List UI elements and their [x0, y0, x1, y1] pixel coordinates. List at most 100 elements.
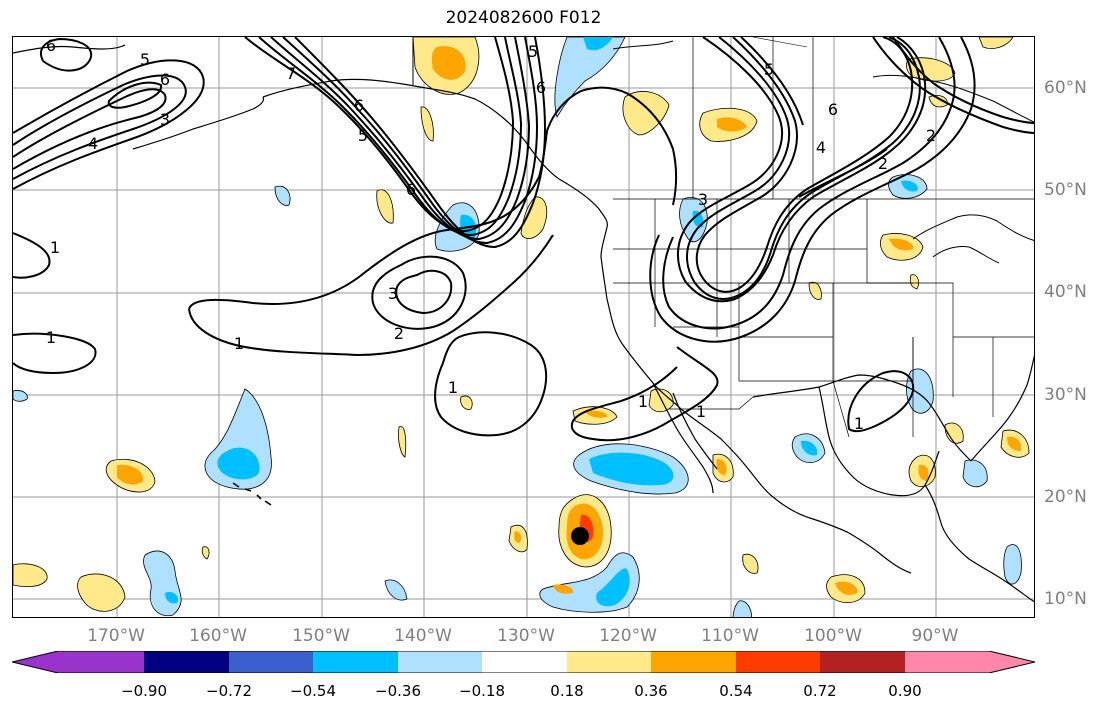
lat-label: 20°N	[1044, 487, 1087, 507]
colorbar-tick-label: −0.72	[206, 682, 252, 700]
anomaly-blob	[889, 238, 914, 251]
colorbar-swatch	[651, 651, 736, 673]
anomaly-blob	[117, 464, 144, 485]
contour-label: 1	[854, 414, 864, 433]
colorbar-swatch	[313, 651, 398, 673]
contour-label: 2	[394, 324, 404, 343]
contour-label: 4	[816, 138, 826, 157]
anomaly-blob	[901, 180, 918, 192]
contour-label: 3	[698, 190, 708, 209]
colorbar-swatch	[58, 651, 144, 673]
anomaly-blob	[906, 368, 934, 414]
colorbar-tick-label: −0.54	[290, 682, 336, 700]
contour-label: 7	[286, 64, 296, 83]
anomaly-blob	[1003, 544, 1022, 585]
contour-label: 6	[160, 70, 170, 89]
anomaly-blob	[717, 117, 747, 132]
colorbar-swatch	[820, 651, 905, 673]
contour-label: 5	[764, 60, 774, 79]
storm-center-dot	[571, 527, 589, 545]
anomaly-blob	[165, 591, 179, 604]
anomaly-blob	[585, 410, 608, 418]
lat-label: 10°N	[1044, 589, 1087, 609]
lon-label: 130°W	[497, 626, 555, 646]
anomaly-blob	[13, 563, 48, 588]
contour-label: 5	[140, 50, 150, 69]
contour-label: 3	[388, 284, 398, 303]
colorbar-tick-label: 0.18	[550, 682, 584, 700]
lon-label: 90°W	[911, 626, 959, 646]
contour-label: 6	[536, 78, 546, 97]
contour-label: 1	[448, 378, 458, 397]
colorbar-tick-label: 0.36	[634, 682, 668, 700]
contour-label: 3	[160, 110, 170, 129]
contour-label: 2	[878, 154, 888, 173]
contour-label: 1	[46, 328, 56, 347]
gridlines	[13, 37, 1034, 617]
lat-label: 50°N	[1044, 180, 1087, 200]
contour-label: 5	[358, 126, 368, 145]
anomaly-blob	[553, 584, 574, 594]
anomaly-blob	[622, 91, 670, 136]
lon-label: 160°W	[189, 626, 247, 646]
contour-label: 5	[528, 42, 538, 61]
anomaly-blob	[962, 459, 988, 488]
anomaly-blob	[928, 95, 948, 108]
anomaly-blob	[835, 581, 858, 595]
colorbar-swatch	[905, 651, 989, 673]
anomaly-blob	[420, 106, 434, 142]
anomaly-blob	[692, 210, 704, 228]
anomaly-blob	[732, 600, 752, 617]
contour-label: 4	[88, 134, 98, 153]
anomaly-blob	[376, 189, 394, 224]
coastlines	[13, 37, 1034, 603]
lon-label: 120°W	[599, 626, 657, 646]
anomaly-blob	[808, 281, 822, 300]
anomaly-blob	[742, 553, 759, 574]
contour-label: 6	[828, 100, 838, 119]
anomaly-blob	[583, 37, 613, 51]
anomaly-blob	[384, 579, 408, 601]
lon-label: 170°W	[87, 626, 145, 646]
anomaly-blob	[201, 546, 210, 560]
anomaly-blob	[520, 196, 548, 239]
contour-label: 2	[926, 126, 936, 145]
anomaly-blob	[431, 46, 466, 80]
colorbar-tick-label: 0.54	[719, 682, 753, 700]
anomaly-blob	[909, 274, 919, 290]
colorbar-extend-high	[989, 651, 1035, 673]
map-title: 2024082600 F012	[445, 8, 602, 28]
colorbar-swatch	[398, 651, 482, 673]
anomaly-blob	[978, 37, 1014, 49]
anomaly-blob	[13, 390, 28, 402]
anomaly-blob	[1007, 436, 1022, 451]
colorbar-tick-label: 0.90	[888, 682, 922, 700]
colorbar-tick-label: −0.90	[121, 682, 167, 700]
lat-label: 60°N	[1044, 78, 1087, 98]
colorbar-swatch	[229, 651, 313, 673]
colorbar-swatch	[736, 651, 820, 673]
lat-label: 30°N	[1044, 385, 1087, 405]
anomaly-blob	[716, 459, 727, 475]
contour-label: 1	[638, 392, 648, 411]
contour-label: 6	[46, 37, 56, 55]
anomaly-blob	[217, 447, 260, 480]
lon-label: 110°W	[701, 626, 759, 646]
colorbar-swatch	[144, 651, 229, 673]
lon-label: 150°W	[292, 626, 350, 646]
anomaly-blob	[514, 531, 522, 543]
contour-label: 1	[696, 402, 706, 421]
anomaly-blob	[274, 185, 291, 206]
anomaly-blob	[918, 464, 929, 481]
anomaly-blob	[648, 388, 674, 413]
anomaly-blob	[77, 573, 126, 612]
anomaly-blob	[596, 568, 630, 607]
colorbar-tick-label: −0.18	[459, 682, 505, 700]
lon-label: 100°W	[804, 626, 862, 646]
contour-label-group: 6 5 6 4 3 1 6 5 6 5 6 7 3 4 5 6 2 1 3 2 …	[46, 37, 936, 433]
contour-label: 1	[234, 334, 244, 353]
map-panel[interactable]: 6 5 6 4 3 1 6 5 6 5 6 7 3 4 5 6 2 1 3 2 …	[12, 36, 1035, 618]
lon-label: 140°W	[394, 626, 452, 646]
anomaly-blob	[801, 440, 818, 456]
anomaly-blob	[460, 395, 473, 410]
